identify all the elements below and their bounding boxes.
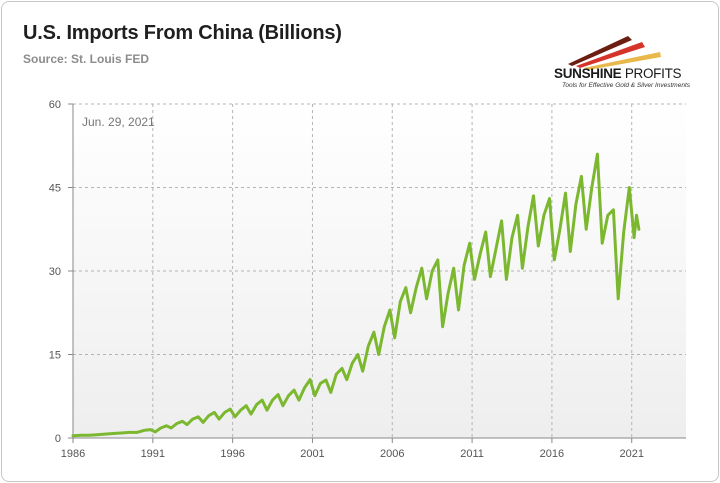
- x-tick-label: 1996: [220, 448, 244, 460]
- axes: [68, 103, 686, 443]
- date-annotation: Jun. 29, 2021: [82, 115, 155, 129]
- y-tick-label: 30: [49, 266, 61, 278]
- x-tick-label: 2001: [300, 448, 324, 460]
- y-tick-label: 0: [55, 433, 61, 445]
- x-tick-label: 2006: [380, 448, 404, 460]
- x-tick-label: 1986: [61, 448, 85, 460]
- sunshine-profits-logo: SUNSHINE PROFITS Tools for Effective Gol…: [550, 30, 710, 92]
- chart-source: Source: St. Louis FED: [23, 52, 150, 66]
- y-tick-label: 45: [49, 183, 61, 195]
- x-tick-label: 2021: [619, 448, 643, 460]
- x-tick-label: 1991: [141, 448, 165, 460]
- x-tick-label: 2011: [460, 448, 484, 460]
- logo-brand-name: SUNSHINE PROFITS: [554, 66, 682, 81]
- x-tick-label: 2016: [540, 448, 564, 460]
- tick-labels: 0 15 30 45 60 1986 1991 1996 2001 2006 2011 2016 202…: [49, 99, 644, 460]
- logo-brand-a: SUNSHINE: [554, 66, 622, 81]
- y-tick-label: 60: [49, 99, 61, 111]
- logo-swoosh-icon: [568, 36, 661, 70]
- logo-tagline: Tools for Effective Gold & Silver Invest…: [562, 82, 691, 89]
- series-layer: [71, 152, 641, 438]
- logo-brand-b: PROFITS: [621, 66, 682, 81]
- chart-title: U.S. Imports From China (Billions): [23, 22, 342, 44]
- series-line: [71, 152, 641, 438]
- y-tick-label: 15: [49, 350, 61, 362]
